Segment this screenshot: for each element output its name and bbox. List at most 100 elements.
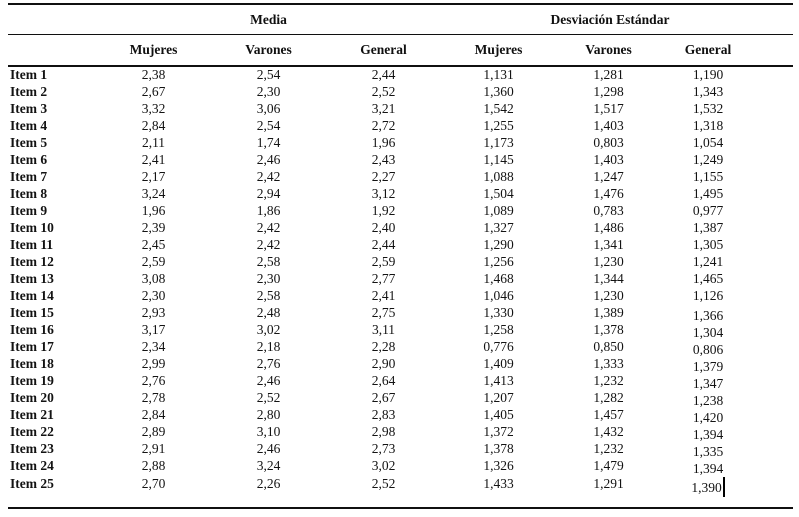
table-row: Item 17 2,34 2,18 2,28 0,776 0,850 0,806 <box>8 338 793 357</box>
row-label: Item 1 <box>10 67 48 82</box>
cell-value: 1,465 <box>692 270 724 286</box>
table-row: Item 25 2,70 2,26 2,52 1,433 1,291 1,390 <box>8 474 793 497</box>
column-header-general-media: General <box>326 34 441 67</box>
cell-value: 1,155 <box>692 168 724 184</box>
group-header-media: Media <box>96 3 441 35</box>
column-header-mujeres-sd: Mujeres <box>441 34 556 67</box>
row-label: Item 4 <box>10 117 48 133</box>
cell-value: 2,27 <box>371 168 396 184</box>
cell-value: 2,98 <box>371 423 396 439</box>
cell-value: 3,12 <box>371 185 396 201</box>
cell-value: 1,96 <box>371 134 396 150</box>
row-label: Item 3 <box>10 100 48 116</box>
cell-value: 2,78 <box>141 389 166 405</box>
cell-value: 1,190 <box>692 67 724 82</box>
table-row: Item 18 2,99 2,76 2,90 1,409 1,333 1,379 <box>8 355 793 374</box>
cell-value: 1,318 <box>692 117 724 133</box>
row-label: Item 15 <box>10 304 54 320</box>
cell-value: 1,387 <box>692 219 724 235</box>
column-header-varones-media: Varones <box>211 34 326 67</box>
cell-value: 1,394 <box>692 426 724 442</box>
cell-value: 2,76 <box>141 372 166 388</box>
cell-value: 2,26 <box>256 476 281 491</box>
cell-value: 0,776 <box>483 338 514 354</box>
cell-value: 2,28 <box>371 338 396 354</box>
row-label: Item 20 <box>10 389 54 405</box>
cell-value: 1,432 <box>593 423 624 439</box>
column-header-general-sd: General <box>661 34 793 67</box>
table-row: Item 13 3,08 2,30 2,77 1,468 1,344 1,465 <box>8 270 793 287</box>
cell-value: 2,77 <box>371 270 396 286</box>
cell-value: 1,92 <box>371 202 396 218</box>
cell-value: 2,44 <box>371 236 396 252</box>
cell-value: 2,64 <box>371 372 396 388</box>
cell-value: 1,403 <box>593 117 624 133</box>
table-footer <box>8 494 793 509</box>
cell-value: 1,378 <box>483 440 514 456</box>
cell-value: 2,42 <box>256 168 281 184</box>
cell-value: 2,41 <box>371 287 396 303</box>
cell-value: 0,806 <box>692 341 724 357</box>
cell-value: 2,80 <box>256 406 281 422</box>
text-cursor <box>722 477 725 497</box>
cell-value: 1,282 <box>593 389 624 405</box>
cell-value: 1,476 <box>593 185 624 201</box>
cell-value: 1,207 <box>483 389 514 405</box>
cell-value: 2,38 <box>141 67 166 82</box>
cell-value: 1,258 <box>483 321 514 337</box>
cell-value: 1,413 <box>483 372 514 388</box>
cell-value: 2,18 <box>256 338 281 354</box>
cell-value: 1,333 <box>593 355 624 371</box>
cell-value: 1,238 <box>692 392 724 408</box>
cell-value: 1,247 <box>593 168 624 184</box>
row-label: Item 11 <box>10 236 54 252</box>
table-row: Item 11 2,45 2,42 2,44 1,290 1,341 1,305 <box>8 236 793 253</box>
cell-value: 1,495 <box>692 185 724 201</box>
cell-value: 1,433 <box>483 476 514 491</box>
cell-value: 1,457 <box>593 406 624 422</box>
cell-value: 3,02 <box>371 457 396 473</box>
table-row: Item 9 1,96 1,86 1,92 1,089 0,783 0,977 <box>8 202 793 219</box>
cell-value: 0,977 <box>692 202 724 218</box>
row-label: Item 10 <box>10 219 54 235</box>
table-row: Item 19 2,76 2,46 2,64 1,413 1,232 1,347 <box>8 372 793 391</box>
cell-value: 1,74 <box>256 134 281 150</box>
row-label: Item 14 <box>10 287 54 303</box>
row-label: Item 16 <box>10 321 54 337</box>
cell-value: 1,327 <box>483 219 514 235</box>
cell-value: 2,30 <box>256 83 281 99</box>
cell-value: 1,131 <box>483 67 514 82</box>
cell-value: 1,126 <box>692 287 724 303</box>
cell-value: 2,48 <box>256 304 281 320</box>
row-label: Item 22 <box>10 423 54 439</box>
stats-table: Media Desviación Estándar Mujeres Varone… <box>8 3 793 509</box>
cell-value: 1,96 <box>141 202 166 218</box>
table-row: Item 2 2,67 2,30 2,52 1,360 1,298 1,343 <box>8 83 793 100</box>
table-row: Item 23 2,91 2,46 2,73 1,378 1,232 1,335 <box>8 440 793 459</box>
table-row: Item 5 2,11 1,74 1,96 1,173 0,803 1,054 <box>8 134 793 151</box>
cell-value: 1,054 <box>692 134 724 150</box>
cell-value: 2,59 <box>141 253 166 269</box>
cell-value: 0,850 <box>593 338 624 354</box>
row-label: Item 2 <box>10 83 48 99</box>
cell-value: 1,173 <box>483 134 514 150</box>
cell-value: 3,08 <box>141 270 166 286</box>
table-row: Item 10 2,39 2,42 2,40 1,327 1,486 1,387 <box>8 219 793 236</box>
cell-value: 2,59 <box>371 253 396 269</box>
cell-value: 1,249 <box>692 151 724 167</box>
cell-value: 2,67 <box>141 83 166 99</box>
cell-value: 2,75 <box>371 304 396 320</box>
group-header-desviacion-estandar: Desviación Estándar <box>441 3 793 35</box>
table-row: Item 7 2,17 2,42 2,27 1,088 1,247 1,155 <box>8 168 793 185</box>
cell-value: 2,44 <box>371 67 396 82</box>
cell-value: 2,88 <box>141 457 166 473</box>
cell-value: 0,783 <box>593 202 624 218</box>
cell-value: 1,479 <box>593 457 624 473</box>
cell-value: 1,403 <box>593 151 624 167</box>
cell-value: 0,803 <box>593 134 624 150</box>
cell-value: 2,84 <box>141 406 166 422</box>
row-label: Item 13 <box>10 270 54 286</box>
cell-value: 1,378 <box>593 321 624 337</box>
